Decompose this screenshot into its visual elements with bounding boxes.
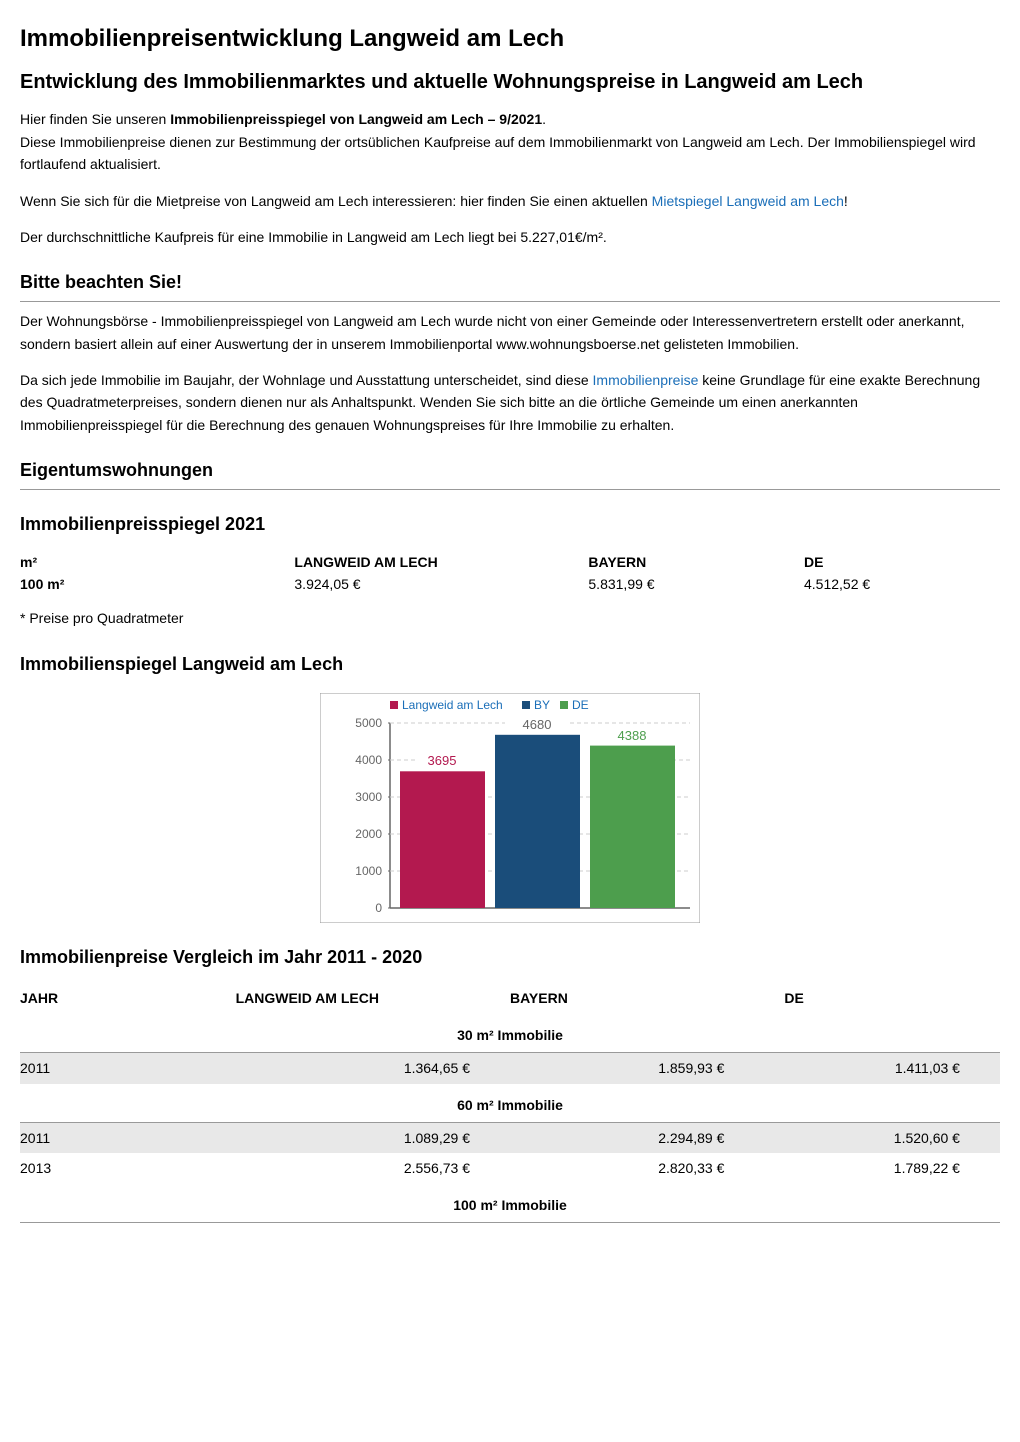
notice-text-1: Der Wohnungsbörse - Immobilienpreisspieg… [20, 310, 1000, 355]
comparison-section-title: 30 m² Immobilie [20, 1014, 1000, 1053]
comparison-cell-year: 2011 [20, 1127, 236, 1149]
ylabel-1000: 1000 [355, 864, 382, 878]
comparison-header-row: JAHR LANGWEID AM LECH BAYERN DE [20, 983, 1000, 1013]
comparison-cell-de: 1.411,03 € [784, 1057, 1000, 1079]
intro-text-1b-bold: Immobilienpreisspiegel von Langweid am L… [170, 111, 542, 127]
bar-langweid [400, 771, 485, 908]
price-cell-de: 4.512,52 € [804, 573, 1000, 595]
comparison-section-title: 100 m² Immobilie [20, 1184, 1000, 1223]
intro-text-1a: Hier finden Sie unseren [20, 111, 170, 127]
comparison-table: JAHR LANGWEID AM LECH BAYERN DE 30 m² Im… [20, 983, 1000, 1223]
comparison-cell-de: 1.789,22 € [784, 1157, 1000, 1179]
price-footnote: * Preise pro Quadratmeter [20, 607, 1000, 629]
comparison-header-bayern: BAYERN [510, 987, 784, 1009]
chart-heading: Immobilienspiegel Langweid am Lech [20, 650, 1000, 683]
comparison-cell-langweid: 1.089,29 € [236, 1127, 510, 1149]
bar-de [590, 745, 675, 907]
comparison-cell-de: 1.520,60 € [784, 1127, 1000, 1149]
intro-paragraph-1: Hier finden Sie unseren Immobilienpreiss… [20, 108, 1000, 175]
bar-chart: Langweid am Lech BY DE 0 1000 2000 3000 … [320, 693, 700, 923]
price-cell-m2: 100 m² [20, 573, 294, 595]
price-header-m2: m² [20, 551, 294, 573]
comparison-cell-langweid: 1.364,65 € [236, 1057, 510, 1079]
intro-text-3a: Wenn Sie sich für die Mietpreise von Lan… [20, 193, 652, 209]
comparison-row: 20132.556,73 €2.820,33 €1.789,22 € [20, 1153, 1000, 1183]
intro-text-3b: ! [844, 193, 848, 209]
bar-label-langweid: 3695 [428, 753, 457, 768]
intro-text-2: Diese Immobilienpreise dienen zur Bestim… [20, 134, 976, 172]
legend-label-by: BY [534, 698, 550, 712]
comparison-header-de: DE [784, 987, 1000, 1009]
comparison-cell-year: 2013 [20, 1157, 236, 1179]
ylabel-2000: 2000 [355, 827, 382, 841]
comparison-sections: 30 m² Immobilie20111.364,65 €1.859,93 €1… [20, 1014, 1000, 1223]
comparison-cell-langweid: 2.556,73 € [236, 1157, 510, 1179]
preisspiegel-2021-heading: Immobilienpreisspiegel 2021 [20, 510, 1000, 543]
eigentum-heading: Eigentumswohnungen [20, 456, 1000, 490]
intro-paragraph-3: Der durchschnittliche Kaufpreis für eine… [20, 226, 1000, 248]
comparison-cell-bayern: 2.820,33 € [510, 1157, 784, 1179]
price-table: m² LANGWEID AM LECH BAYERN DE 100 m² 3.9… [20, 551, 1000, 596]
legend-label-langweid: Langweid am Lech [402, 698, 503, 712]
ylabel-4000: 4000 [355, 753, 382, 767]
immobilienpreise-link[interactable]: Immobilienpreise [593, 372, 699, 388]
ylabel-5000: 5000 [355, 716, 382, 730]
bar-by [495, 734, 580, 907]
price-header-langweid: LANGWEID AM LECH [294, 551, 588, 573]
notice-heading: Bitte beachten Sie! [20, 268, 1000, 302]
comparison-cell-bayern: 2.294,89 € [510, 1127, 784, 1149]
comparison-row: 20111.364,65 €1.859,93 €1.411,03 € [20, 1053, 1000, 1083]
comparison-row: 20111.089,29 €2.294,89 €1.520,60 € [20, 1123, 1000, 1153]
notice-paragraph-2: Da sich jede Immobilie im Baujahr, der W… [20, 369, 1000, 436]
page-subtitle: Entwicklung des Immobilienmarktes und ak… [20, 66, 1000, 98]
price-header-bayern: BAYERN [588, 551, 804, 573]
comparison-header-langweid: LANGWEID AM LECH [236, 987, 510, 1009]
legend-label-de: DE [572, 698, 589, 712]
price-cell-langweid: 3.924,05 € [294, 573, 588, 595]
bar-label-by: 4680 [523, 717, 552, 732]
ylabel-3000: 3000 [355, 790, 382, 804]
notice-text-2a: Da sich jede Immobilie im Baujahr, der W… [20, 372, 593, 388]
comparison-header-jahr: JAHR [20, 987, 236, 1009]
intro-text-1c: . [542, 111, 546, 127]
price-table-header-row: m² LANGWEID AM LECH BAYERN DE [20, 551, 1000, 573]
legend-marker-de [560, 701, 568, 709]
intro-paragraph-2: Wenn Sie sich für die Mietpreise von Lan… [20, 190, 1000, 212]
price-table-data-row: 100 m² 3.924,05 € 5.831,99 € 4.512,52 € [20, 573, 1000, 595]
chart-container: Langweid am Lech BY DE 0 1000 2000 3000 … [20, 693, 1000, 923]
comparison-section-title: 60 m² Immobilie [20, 1084, 1000, 1123]
mietspiegel-link[interactable]: Mietspiegel Langweid am Lech [652, 193, 844, 209]
comparison-cell-bayern: 1.859,93 € [510, 1057, 784, 1079]
bar-label-de: 4388 [618, 728, 647, 743]
legend-marker-langweid [390, 701, 398, 709]
ylabel-0: 0 [375, 901, 382, 915]
legend-marker-by [522, 701, 530, 709]
price-cell-bayern: 5.831,99 € [588, 573, 804, 595]
price-header-de: DE [804, 551, 1000, 573]
comparison-heading: Immobilienpreise Vergleich im Jahr 2011 … [20, 943, 1000, 976]
page-title: Immobilienpreisentwicklung Langweid am L… [20, 20, 1000, 58]
comparison-cell-year: 2011 [20, 1057, 236, 1079]
